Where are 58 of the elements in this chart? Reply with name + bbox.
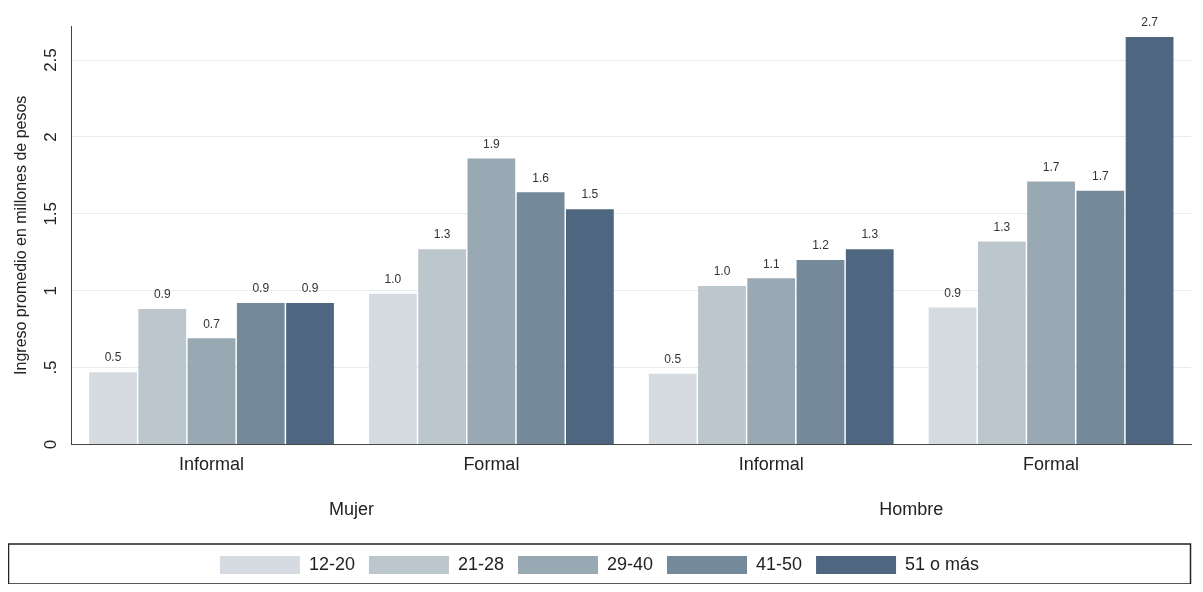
y-tick-label: 1 <box>41 285 61 296</box>
bar <box>698 286 746 444</box>
bar <box>845 249 894 444</box>
bar <box>286 302 334 444</box>
data-label: 1.6 <box>532 170 550 185</box>
data-label: 1.0 <box>384 272 402 287</box>
data-label: 0.9 <box>153 287 171 302</box>
data-label: 2.7 <box>1141 15 1159 30</box>
y-tick-label: 2 <box>41 132 61 142</box>
bar <box>1027 181 1075 444</box>
bar <box>236 302 285 444</box>
bar <box>928 307 977 444</box>
bar <box>418 249 467 444</box>
text: Mujer <box>328 499 374 520</box>
data-label: 1.1 <box>762 256 780 271</box>
x-tick-label: Formal <box>463 454 520 475</box>
data-label: 1.0 <box>713 264 731 279</box>
legend-label: 29-40 <box>606 553 654 574</box>
bar <box>467 158 516 444</box>
bar <box>747 278 796 444</box>
bar <box>368 293 417 444</box>
y-tick-label: 0 <box>41 439 61 450</box>
data-label: 1.3 <box>433 227 451 242</box>
data-label: 0.5 <box>664 351 682 366</box>
x-tick-label: Informal <box>179 454 245 475</box>
bar <box>138 309 187 444</box>
x-tick-label: Informal <box>738 454 804 475</box>
bar <box>1076 190 1125 444</box>
data-label: 1.2 <box>812 238 830 253</box>
legend-label: 41-50 <box>756 553 803 574</box>
bar <box>977 241 1026 444</box>
y-axis-title: Ingreso promedio en millones de pesos <box>12 95 30 375</box>
data-label: 1.7 <box>1042 159 1060 174</box>
bar <box>648 373 697 444</box>
data-label: 1.3 <box>861 227 879 242</box>
bar <box>187 338 236 444</box>
bar <box>1125 36 1174 444</box>
data-label: 0.7 <box>203 316 221 331</box>
data-label: 0.9 <box>944 285 962 300</box>
y-tick-label: 1.5 <box>41 201 61 226</box>
data-label: 0.9 <box>252 281 270 296</box>
y-tick-label: .5 <box>41 360 61 375</box>
legend-label: 51 o más <box>905 553 980 574</box>
data-label: 0.9 <box>301 281 319 296</box>
data-label: 0.5 <box>104 350 122 365</box>
bar <box>89 372 137 444</box>
legend-label: 12-20 <box>308 553 355 574</box>
bar <box>516 192 565 444</box>
x-tick-label: Formal <box>1023 454 1080 475</box>
data-label: 1.3 <box>993 219 1011 234</box>
data-label: 1.9 <box>483 136 501 151</box>
data-label: 1.7 <box>1091 169 1109 184</box>
bar <box>796 259 845 444</box>
legend-label: 21-28 <box>457 553 504 574</box>
bar <box>565 209 614 444</box>
y-tick-label: 2.5 <box>41 48 61 72</box>
text: Hombre <box>879 499 944 520</box>
data-label: 1.5 <box>581 187 599 202</box>
